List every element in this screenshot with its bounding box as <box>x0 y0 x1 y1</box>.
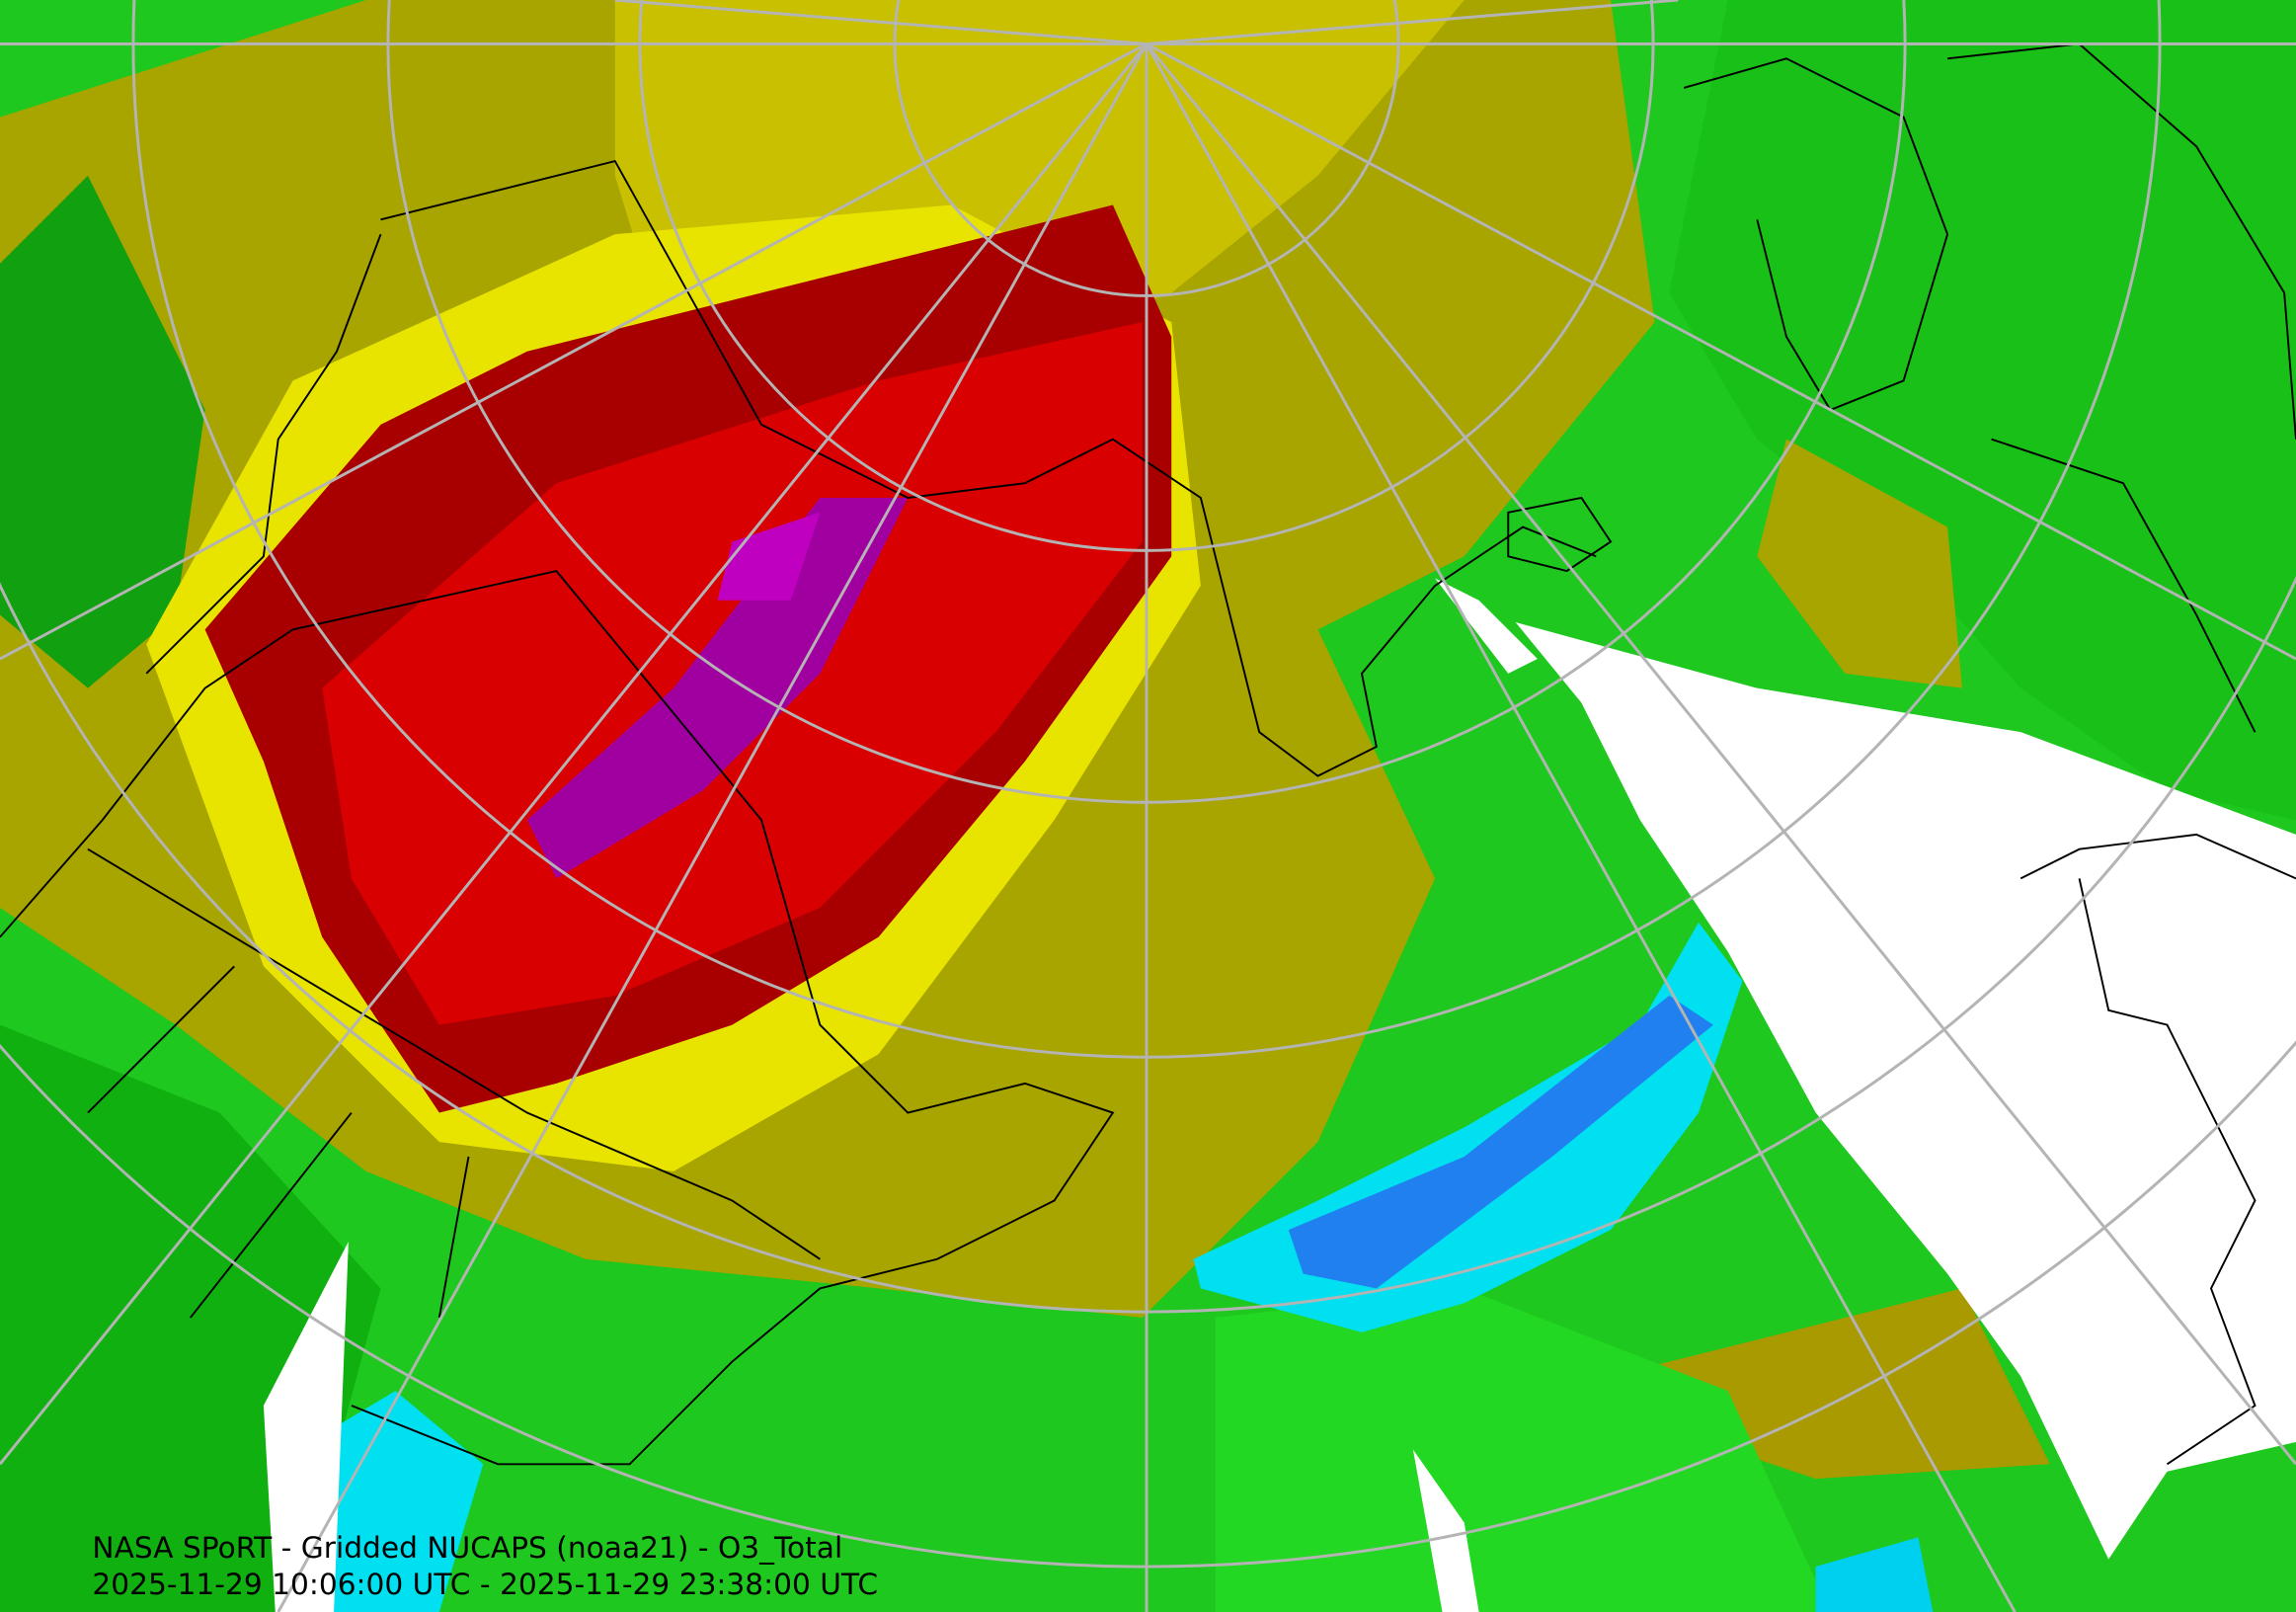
low-ozone-band <box>322 922 1934 1612</box>
map-title: NASA SPoRT - Gridded NUCAPS (noaa21) - O… <box>92 1530 842 1565</box>
map-time-range: 2025-11-29 10:06:00 UTC - 2025-11-29 23:… <box>92 1567 878 1601</box>
no-data-swath <box>263 578 2296 1612</box>
coastlines <box>0 42 2296 1466</box>
high-ozone-band <box>204 204 1172 1113</box>
